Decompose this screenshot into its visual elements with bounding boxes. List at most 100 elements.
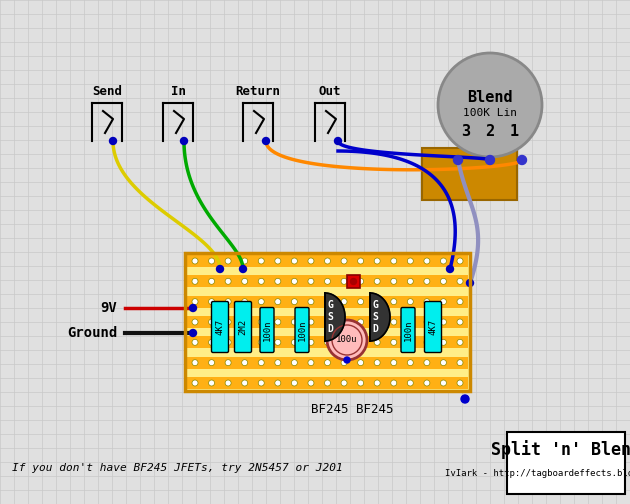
Polygon shape	[325, 293, 345, 341]
Circle shape	[341, 380, 347, 386]
Circle shape	[424, 299, 430, 304]
Text: In: In	[171, 85, 185, 98]
Circle shape	[324, 339, 331, 345]
Circle shape	[440, 319, 447, 325]
Bar	[187, 255, 468, 267]
Circle shape	[440, 299, 447, 304]
Circle shape	[275, 339, 281, 345]
Bar	[507, 432, 625, 494]
Circle shape	[291, 360, 297, 366]
Circle shape	[324, 278, 331, 284]
Circle shape	[291, 299, 297, 304]
Circle shape	[258, 360, 264, 366]
Circle shape	[192, 278, 198, 284]
Circle shape	[308, 319, 314, 325]
Circle shape	[374, 380, 380, 386]
Circle shape	[424, 339, 430, 345]
Circle shape	[209, 258, 215, 264]
Text: 3: 3	[461, 123, 471, 139]
Circle shape	[291, 278, 297, 284]
Text: Ground: Ground	[67, 326, 117, 340]
Circle shape	[457, 339, 463, 345]
Bar	[347, 275, 360, 288]
Text: 100n: 100n	[403, 319, 413, 341]
Bar	[187, 296, 468, 307]
Text: D: D	[372, 324, 378, 334]
Circle shape	[358, 339, 364, 345]
Circle shape	[424, 258, 430, 264]
Circle shape	[242, 258, 248, 264]
Circle shape	[438, 53, 542, 157]
Circle shape	[275, 258, 281, 264]
Bar	[187, 357, 468, 368]
Circle shape	[457, 319, 463, 325]
Circle shape	[447, 266, 454, 273]
Circle shape	[440, 339, 447, 345]
Circle shape	[457, 278, 463, 284]
Circle shape	[225, 258, 231, 264]
Circle shape	[258, 339, 264, 345]
Circle shape	[391, 278, 397, 284]
Circle shape	[344, 357, 350, 363]
Bar	[187, 336, 468, 348]
Text: 2M2: 2M2	[239, 319, 248, 335]
Circle shape	[308, 380, 314, 386]
Circle shape	[242, 319, 248, 325]
Circle shape	[391, 380, 397, 386]
Circle shape	[190, 330, 197, 337]
Circle shape	[239, 266, 246, 273]
Circle shape	[192, 319, 198, 325]
Circle shape	[486, 156, 495, 164]
Circle shape	[327, 320, 367, 360]
Circle shape	[358, 380, 364, 386]
Circle shape	[358, 299, 364, 304]
Circle shape	[225, 339, 231, 345]
FancyBboxPatch shape	[295, 307, 309, 352]
Circle shape	[391, 319, 397, 325]
Circle shape	[275, 380, 281, 386]
FancyBboxPatch shape	[401, 307, 415, 352]
FancyBboxPatch shape	[260, 307, 274, 352]
Text: 100K Lin: 100K Lin	[463, 108, 517, 118]
Circle shape	[358, 360, 364, 366]
Text: 1: 1	[510, 123, 518, 139]
FancyBboxPatch shape	[234, 301, 251, 352]
Text: 100u: 100u	[336, 336, 358, 345]
Circle shape	[341, 360, 347, 366]
Bar	[185, 253, 470, 391]
Circle shape	[258, 380, 264, 386]
Circle shape	[242, 360, 248, 366]
FancyBboxPatch shape	[212, 301, 229, 352]
Text: Blend: Blend	[467, 90, 513, 104]
Text: BF245: BF245	[356, 403, 394, 416]
Text: 2: 2	[486, 123, 495, 139]
Circle shape	[291, 339, 297, 345]
Circle shape	[457, 380, 463, 386]
Circle shape	[258, 278, 264, 284]
Circle shape	[374, 258, 380, 264]
Circle shape	[374, 299, 380, 304]
Text: 4K7: 4K7	[215, 319, 224, 335]
Circle shape	[424, 319, 430, 325]
Circle shape	[374, 278, 380, 284]
Circle shape	[308, 258, 314, 264]
Circle shape	[324, 299, 331, 304]
Text: S: S	[372, 312, 378, 322]
Circle shape	[341, 339, 347, 345]
Circle shape	[358, 258, 364, 264]
Circle shape	[324, 258, 331, 264]
Text: 100n: 100n	[297, 319, 307, 341]
Text: S: S	[327, 312, 333, 322]
Circle shape	[258, 319, 264, 325]
Text: G: G	[372, 300, 378, 310]
Bar	[185, 253, 470, 391]
Circle shape	[275, 299, 281, 304]
Bar	[187, 377, 468, 389]
Circle shape	[391, 299, 397, 304]
Circle shape	[291, 319, 297, 325]
Circle shape	[291, 258, 297, 264]
Circle shape	[217, 266, 224, 273]
Circle shape	[440, 278, 447, 284]
Text: D: D	[327, 324, 333, 334]
Text: BF245: BF245	[311, 403, 349, 416]
